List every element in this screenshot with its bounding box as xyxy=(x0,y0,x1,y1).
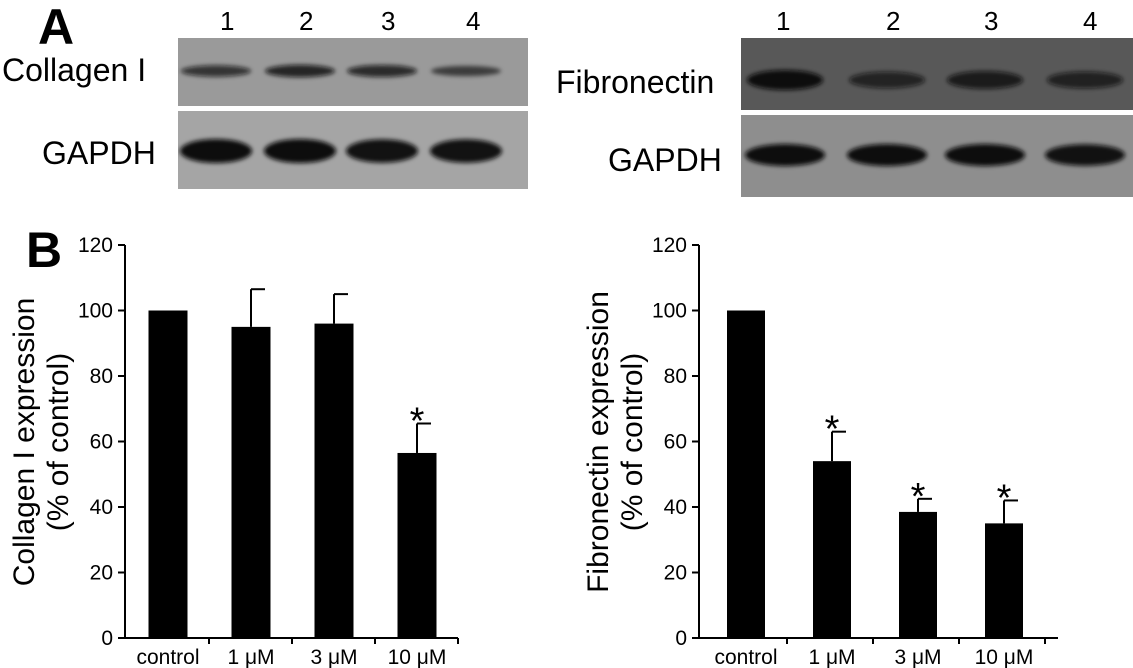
gapdh-blot-label: GAPDH xyxy=(608,142,722,178)
y-axis-label: Fibronectin expression (% of control) xyxy=(582,291,649,593)
y-tick-label: 120 xyxy=(652,234,687,257)
bar xyxy=(397,452,437,638)
fibronectin-blot-label: Fibronectin xyxy=(556,64,715,100)
y-tick-label: 60 xyxy=(90,431,113,454)
blot-band xyxy=(947,71,1023,89)
blot-band xyxy=(346,139,418,163)
blot-band xyxy=(430,139,502,163)
blot-band xyxy=(745,144,825,166)
y-tick-label: 80 xyxy=(664,365,687,388)
y-tick-label: 0 xyxy=(101,627,113,650)
lane-number: 2 xyxy=(886,6,901,36)
blot-band xyxy=(945,144,1025,166)
y-tick-label: 120 xyxy=(78,234,113,257)
blot-band xyxy=(180,139,252,163)
x-tick-label: 10 μM xyxy=(388,646,447,668)
lane-number: 3 xyxy=(381,6,396,36)
lane-number: 4 xyxy=(466,6,481,36)
bar xyxy=(813,461,851,638)
blot-band xyxy=(264,139,336,163)
lane-number: 3 xyxy=(984,6,999,36)
gapdh-blot-label: GAPDH xyxy=(42,135,156,171)
blot-band xyxy=(847,144,927,166)
blot-band xyxy=(1047,71,1123,89)
blot-band xyxy=(747,70,823,90)
y-tick-label: 40 xyxy=(90,496,113,519)
y-tick-label: 20 xyxy=(90,562,113,585)
collagen-blot-image xyxy=(178,38,528,106)
x-tick-label: 1 μM xyxy=(808,646,855,668)
y-tick-label: 100 xyxy=(78,300,113,323)
y-tick-label: 80 xyxy=(90,365,113,388)
bar xyxy=(148,310,188,638)
panel-a-letter: A xyxy=(38,0,75,55)
lane-number: 4 xyxy=(1083,6,1098,36)
blot-band xyxy=(431,65,501,77)
y-tick-label: 20 xyxy=(664,562,687,585)
gapdh-blot-image xyxy=(741,115,1133,197)
y-axis-label-line1: Collagen I expression xyxy=(8,298,41,587)
significance-marker: * xyxy=(911,476,926,518)
collagen-blot-label: Collagen I xyxy=(2,52,147,88)
panel-b-letter: B xyxy=(26,222,63,278)
bar xyxy=(985,523,1023,638)
y-axis-label-line1: Fibronectin expression xyxy=(582,291,615,593)
blot-band xyxy=(181,65,251,77)
bar xyxy=(727,310,765,638)
x-tick-label: 3 μM xyxy=(894,646,941,668)
collagen-bar-chart: 0 20 40 60 80 100 120 control 1 μM 3 μM 10 μM * Coll… xyxy=(8,234,459,668)
lane-number: 2 xyxy=(299,6,314,36)
y-axis-label: Collagen I expression (% of control) xyxy=(8,298,75,587)
blot-band xyxy=(849,71,925,89)
significance-marker: * xyxy=(410,400,425,442)
x-tick-label: 1 μM xyxy=(227,646,274,668)
x-tick-label: control xyxy=(714,646,777,668)
x-tick-label: control xyxy=(136,646,199,668)
lane-number: 1 xyxy=(776,6,791,36)
fibronectin-blot-image xyxy=(741,38,1133,110)
y-tick-label: 60 xyxy=(664,431,687,454)
y-tick-label: 0 xyxy=(675,627,687,650)
x-tick-label: 3 μM xyxy=(310,646,357,668)
y-axis-label-line2: (% of control) xyxy=(42,353,75,531)
lane-number: 1 xyxy=(220,6,235,36)
y-axis-label-line2: (% of control) xyxy=(616,353,649,531)
y-tick-label: 40 xyxy=(664,496,687,519)
blot-band xyxy=(265,64,335,78)
bar xyxy=(314,323,354,638)
y-tick-label: 100 xyxy=(652,300,687,323)
blot-band xyxy=(347,64,417,78)
x-tick-label: 10 μM xyxy=(975,646,1034,668)
blot-band xyxy=(1045,144,1125,166)
significance-marker: * xyxy=(997,477,1012,519)
bar xyxy=(899,511,937,638)
gapdh-blot-image xyxy=(178,111,528,189)
bar xyxy=(231,326,271,638)
significance-marker: * xyxy=(825,409,840,451)
